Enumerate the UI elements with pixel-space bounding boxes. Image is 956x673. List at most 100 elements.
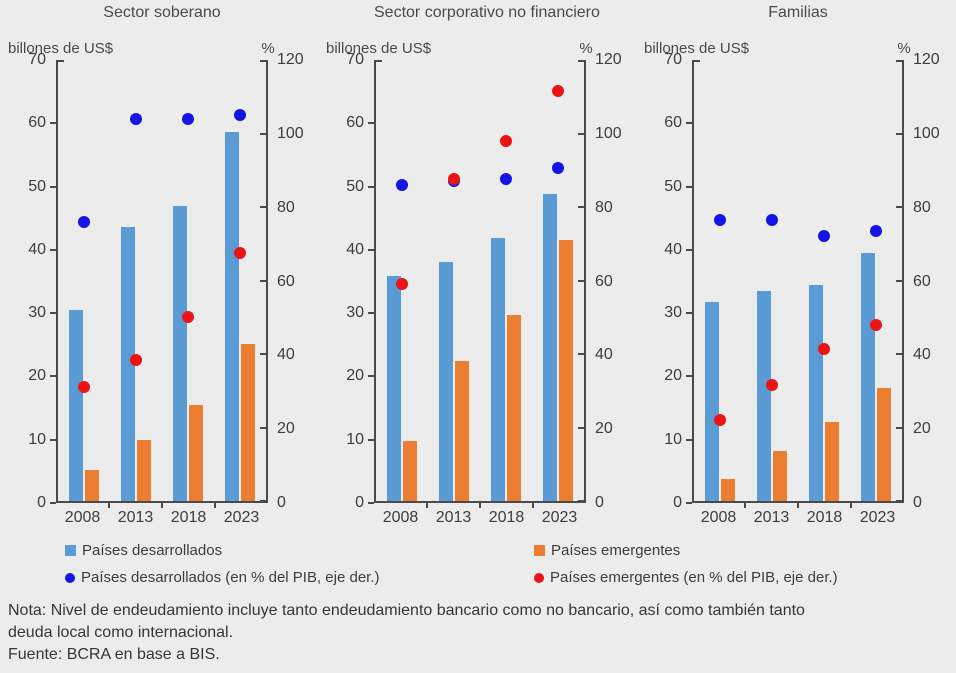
- right-tick-mark: [578, 132, 584, 135]
- legend-item-emergentes-dot: Países emergentes (en % del PIB, eje der…: [534, 564, 838, 591]
- left-tick-label: 10: [28, 430, 46, 448]
- right-tick-label: 0: [277, 494, 286, 511]
- left-tick-mark: [50, 312, 56, 315]
- right-tick-mark: [578, 353, 584, 356]
- right-tick-mark: [896, 500, 902, 502]
- dot-emergentes: [552, 85, 564, 98]
- right-tick-label: 120: [913, 51, 940, 68]
- bar-desarrollados: [809, 284, 823, 501]
- dot-emergentes: [396, 278, 408, 291]
- right-tick-label: 60: [913, 272, 931, 290]
- bar-desarrollados: [69, 310, 83, 501]
- left-tick-label: 0: [673, 494, 682, 511]
- right-tick-label: 40: [595, 346, 613, 364]
- right-tick-mark: [260, 353, 266, 356]
- legend-label: Países desarrollados (en % del PIB, eje …: [81, 569, 380, 586]
- left-tick-label: 10: [346, 430, 364, 448]
- bar-emergentes: [137, 439, 151, 501]
- left-tick-label: 10: [664, 430, 682, 448]
- bar-desarrollados: [173, 206, 187, 501]
- dot-desarrollados: [396, 178, 408, 191]
- right-tick-mark: [896, 353, 902, 356]
- chart-inner: 0 10 20 30 40 50 60 70 0 20 40 60 80 100 120: [0, 51, 318, 511]
- left-tick-mark: [686, 248, 692, 251]
- legend-item-desarrollados-dot: Países desarrollados (en % del PIB, eje …: [65, 564, 380, 591]
- chart-sector-soberano: Sector soberano billones de US$ % 0 10 20 3…: [0, 0, 318, 531]
- dot-emergentes: [500, 134, 512, 147]
- category-label: 2023: [223, 509, 260, 526]
- bar-desarrollados: [439, 261, 453, 501]
- dot-desarrollados: [130, 112, 142, 125]
- left-tick-mark: [50, 375, 56, 378]
- right-tick-mark: [260, 279, 266, 282]
- category-label: 2008: [382, 509, 419, 526]
- x-tick-mark: [850, 503, 852, 508]
- dot-desarrollados: [78, 215, 90, 228]
- dot-desarrollados: [234, 109, 246, 122]
- left-tick-mark: [368, 312, 374, 315]
- category-label: 2018: [806, 509, 843, 526]
- chart-inner: 0 10 20 30 40 50 60 70 0 20 40 60 80 100 120: [636, 51, 954, 511]
- x-tick-mark: [479, 503, 481, 508]
- right-tick-mark: [578, 206, 584, 209]
- right-axis-unit-label: %: [261, 40, 275, 57]
- bar-desarrollados: [543, 194, 557, 501]
- right-tick-mark: [896, 426, 902, 429]
- plot-area: [56, 60, 268, 503]
- legend-item-emergentes-bar: Países emergentes: [534, 537, 680, 564]
- right-tick-label: 60: [595, 272, 613, 290]
- emerging-dot-swatch-icon: [534, 572, 544, 583]
- dot-emergentes: [870, 318, 882, 331]
- bar-desarrollados: [387, 276, 401, 501]
- right-tick-label: 40: [277, 346, 295, 364]
- dot-emergentes: [130, 353, 142, 366]
- developed-dot-swatch-icon: [65, 572, 75, 583]
- right-tick-label: 20: [595, 420, 613, 438]
- left-tick-label: 50: [664, 177, 682, 195]
- dot-emergentes: [448, 173, 460, 186]
- left-tick-mark: [686, 312, 692, 315]
- x-tick-mark: [797, 503, 799, 508]
- right-axis-cap: [578, 60, 584, 62]
- right-axis-unit-label: %: [579, 40, 593, 57]
- x-tick-mark: [214, 503, 216, 508]
- left-tick-mark: [50, 502, 56, 504]
- right-tick-mark: [260, 132, 266, 135]
- developed-bar-swatch-icon: [65, 545, 76, 556]
- left-axis-ticks: 0 10 20 30 40 50 60 70: [636, 51, 692, 511]
- left-tick-mark: [368, 438, 374, 441]
- chart-title: Sector corporativo no financiero: [374, 4, 600, 21]
- right-tick-label: 100: [913, 124, 940, 142]
- dot-desarrollados: [818, 230, 830, 243]
- left-tick-mark: [368, 185, 374, 188]
- bar-emergentes: [241, 343, 255, 501]
- left-tick-mark: [50, 248, 56, 251]
- right-tick-label: 0: [913, 494, 922, 511]
- bar-emergentes: [773, 450, 787, 501]
- axis-unit-labels: billones de US$ %: [318, 24, 636, 60]
- left-tick-label: 40: [28, 240, 46, 258]
- right-tick-label: 20: [913, 420, 931, 438]
- left-tick-label: 60: [346, 114, 364, 132]
- right-tick-label: 120: [277, 51, 304, 68]
- bar-emergentes: [189, 405, 203, 501]
- left-tick-mark: [686, 185, 692, 188]
- x-axis-labels: 2008 2013 2018 2023: [56, 503, 268, 531]
- chart-sector-corporativo: Sector corporativo no financiero billone…: [318, 0, 636, 531]
- dot-desarrollados: [766, 213, 778, 226]
- bar-desarrollados: [705, 301, 719, 501]
- chart-title: Sector soberano: [103, 4, 221, 21]
- x-tick-mark: [108, 503, 110, 508]
- right-tick-label: 80: [595, 198, 613, 216]
- x-axis-labels: 2008 2013 2018 2023: [374, 503, 586, 531]
- dot-emergentes: [234, 246, 246, 259]
- left-tick-mark: [686, 122, 692, 125]
- right-axis-cap: [896, 60, 902, 62]
- category-label: 2013: [753, 509, 790, 526]
- dot-emergentes: [714, 414, 726, 427]
- right-axis-ticks: 0 20 40 60 80 100 120: [586, 51, 636, 511]
- dot-emergentes: [766, 379, 778, 392]
- bar-emergentes: [403, 441, 417, 501]
- category-label: 2008: [700, 509, 737, 526]
